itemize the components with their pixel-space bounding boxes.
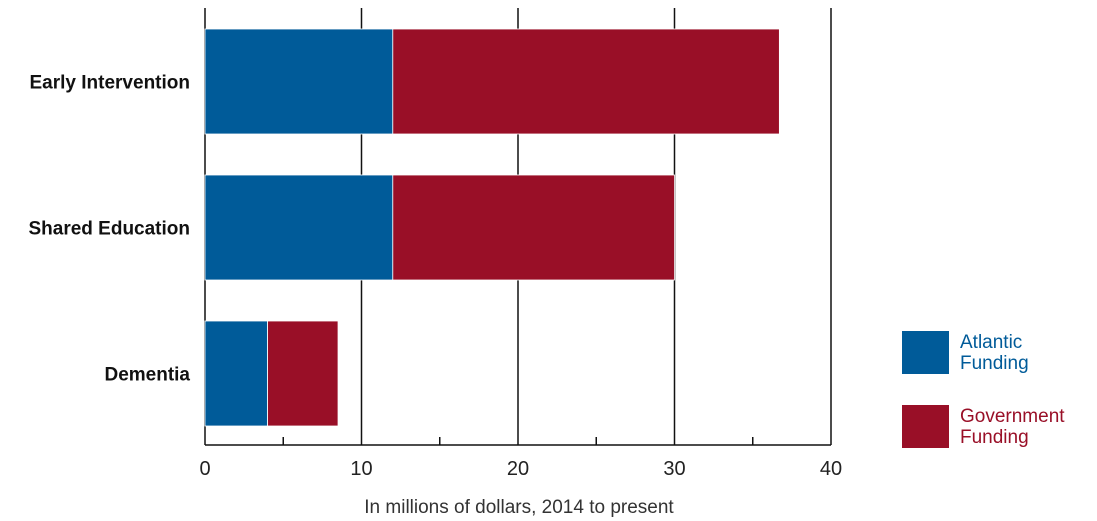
tick-label-20: 20 [507, 458, 529, 480]
bar-atlantic-2 [204, 320, 268, 427]
tick-label-40: 40 [820, 458, 842, 480]
legend: Atlantic Funding Government Funding [902, 331, 1065, 448]
x-axis-title: In millions of dollars, 2014 to present [364, 497, 674, 518]
legend-label-0: Atlantic Funding [960, 332, 1029, 374]
category-label-2: Dementia [104, 365, 190, 386]
bar-government-1 [392, 174, 675, 281]
tick-label-30: 30 [663, 458, 685, 480]
category-label-1: Shared Education [28, 219, 190, 240]
bar-government-0 [392, 28, 780, 135]
bars [204, 28, 780, 427]
legend-swatch-1 [902, 405, 949, 448]
x-axis: 0 10 20 30 40 [199, 437, 842, 480]
tick-label-10: 10 [350, 458, 372, 480]
bar-government-2 [267, 320, 339, 427]
tick-label-0: 0 [199, 458, 210, 480]
bar-atlantic-0 [204, 28, 394, 135]
legend-swatch-0 [902, 331, 949, 374]
category-labels: Early Intervention Shared Education Dement… [28, 73, 190, 386]
bar-atlantic-1 [204, 174, 394, 281]
category-label-0: Early Intervention [30, 73, 191, 94]
legend-label-1: Government Funding [960, 406, 1065, 448]
